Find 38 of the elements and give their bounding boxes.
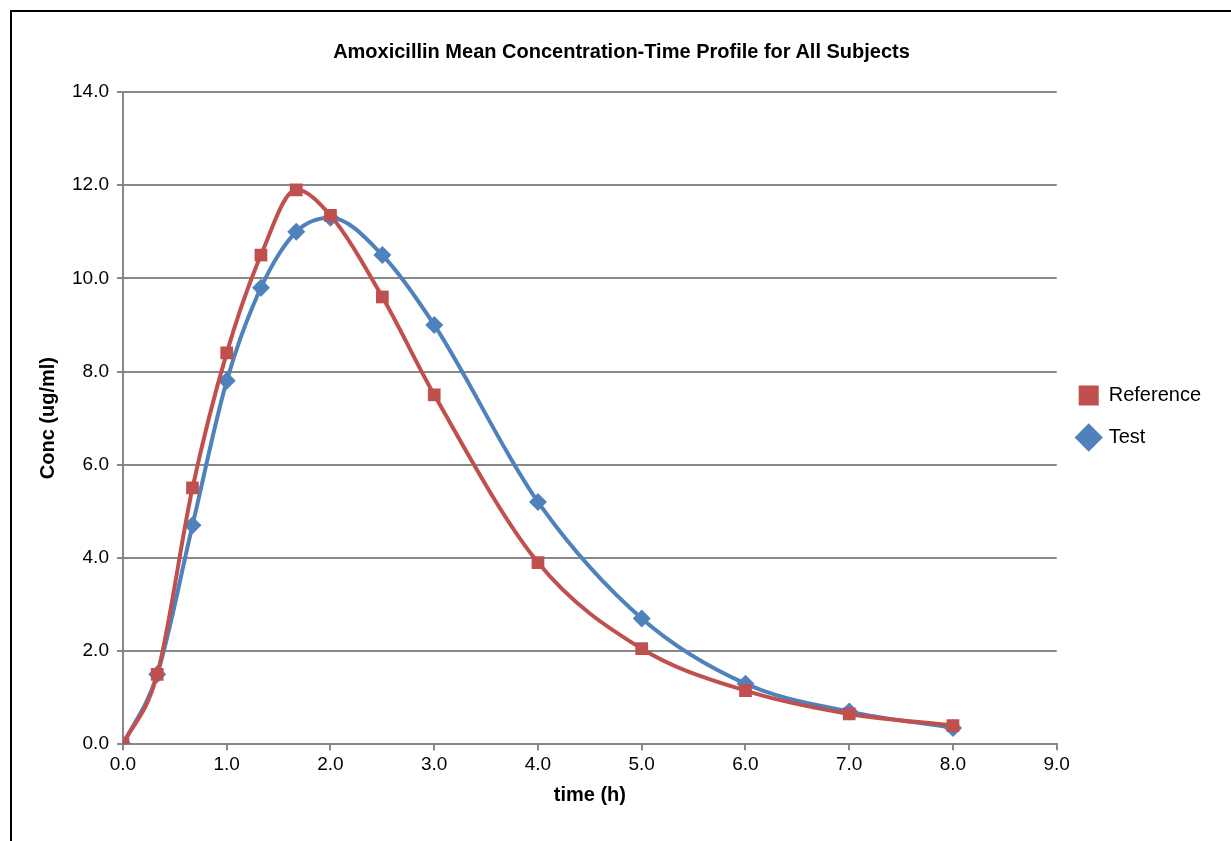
point <box>427 388 441 402</box>
x-tick-label: 0.0 <box>109 752 137 774</box>
y-tick-label: 8.0 <box>82 359 109 381</box>
y-tick-label: 6.0 <box>82 452 109 474</box>
point <box>289 183 303 197</box>
point <box>251 278 270 297</box>
point <box>373 246 392 265</box>
point <box>425 315 444 334</box>
point <box>220 346 234 360</box>
point <box>635 642 649 656</box>
y-tick-label: 4.0 <box>82 546 109 568</box>
point <box>287 222 306 241</box>
point <box>946 719 960 732</box>
x-tick-label: 4.0 <box>524 752 552 774</box>
legend-label: Reference <box>1108 383 1202 406</box>
y-tick-label: 10.0 <box>72 266 109 288</box>
point <box>739 684 752 697</box>
x-tick-label: 1.0 <box>213 752 240 774</box>
point <box>375 290 389 304</box>
x-axis-title: time (h) <box>553 782 626 805</box>
point <box>531 556 545 569</box>
y-axis-title: Conc (ug/ml) <box>35 356 58 480</box>
point <box>186 481 199 495</box>
legend-label: Test <box>1108 425 1146 448</box>
x-tick-label: 2.0 <box>317 752 344 774</box>
x-tick-label: 3.0 <box>421 752 448 774</box>
y-tick-label: 0.0 <box>82 732 109 754</box>
y-tick-label: 12.0 <box>72 173 109 195</box>
y-tick-label: 2.0 <box>82 639 109 661</box>
point <box>528 492 547 511</box>
x-tick-label: 9.0 <box>1043 752 1070 774</box>
y-tick-label: 14.0 <box>72 80 109 102</box>
x-tick-label: 5.0 <box>628 752 655 774</box>
x-tick-label: 7.0 <box>836 752 863 774</box>
chart-title: Amoxicillin Mean Concentration-Time Profile for All Subjects <box>333 39 910 62</box>
x-tick-label: 6.0 <box>732 752 759 774</box>
x-tick-label: 8.0 <box>939 752 967 774</box>
point <box>632 609 651 628</box>
